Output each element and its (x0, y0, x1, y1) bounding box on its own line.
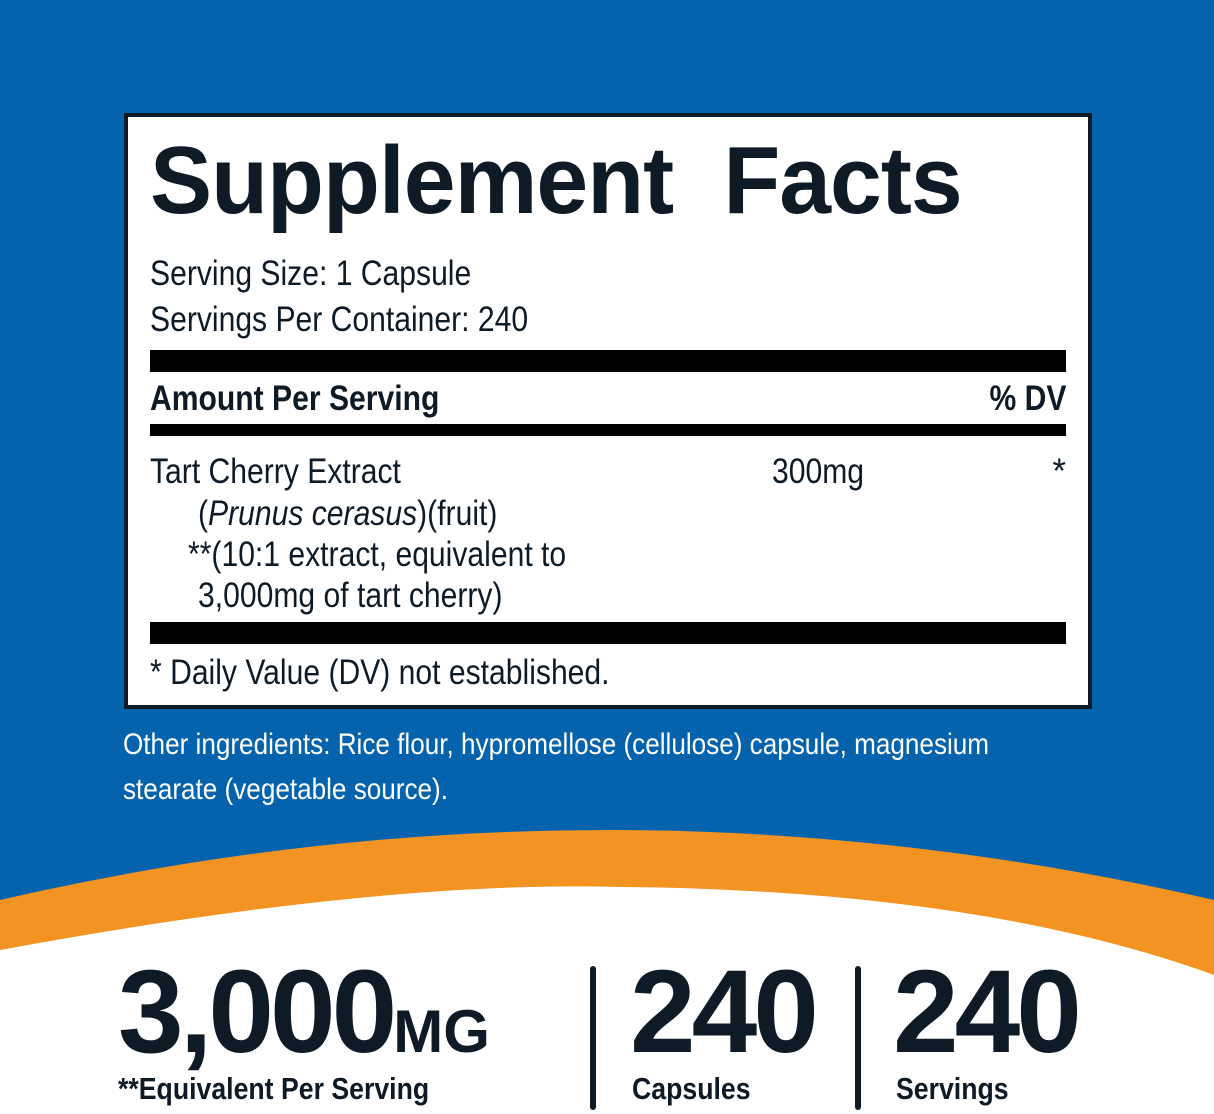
stat-dose-value: 3,000MG (118, 946, 490, 1078)
thick-divider-bottom (150, 622, 1066, 644)
footnote: * Daily Value (DV) not established. (150, 653, 610, 692)
stat-divider (590, 966, 596, 1110)
supplement-facts-panel: Supplement Facts Serving Size: 1 Capsule… (124, 113, 1092, 709)
ingredient-latin: (Prunus cerasus)(fruit) (198, 494, 498, 533)
serving-size: Serving Size: 1 Capsule (150, 254, 472, 293)
ingredient-dv: * (1052, 452, 1066, 491)
stat-servings-value: 240 (893, 946, 1082, 1078)
stat-dose-label: **Equivalent Per Serving (118, 1071, 430, 1106)
stat-capsules-label: Capsules (632, 1071, 751, 1106)
white-base (0, 886, 1214, 1114)
divider (150, 424, 1066, 436)
panel-title: Supplement Facts (150, 127, 963, 234)
stat-divider (855, 966, 861, 1110)
servings-per-container: Servings Per Container: 240 (150, 300, 529, 339)
dv-header: % DV (989, 379, 1066, 418)
stat-capsules-value: 240 (630, 946, 819, 1078)
ingredient-note-2: 3,000mg of tart cherry) (198, 576, 503, 615)
amount-per-serving-header: Amount Per Serving (150, 379, 440, 418)
thick-divider (150, 350, 1066, 372)
ingredient-name: Tart Cherry Extract (150, 452, 401, 491)
ingredient-note-1: **(10:1 extract, equivalent to (188, 535, 567, 574)
ingredient-amount: 300mg (772, 452, 865, 491)
other-ingredients: Other ingredients: Rice flour, hypromell… (123, 728, 990, 806)
stat-servings-label: Servings (896, 1071, 1009, 1106)
